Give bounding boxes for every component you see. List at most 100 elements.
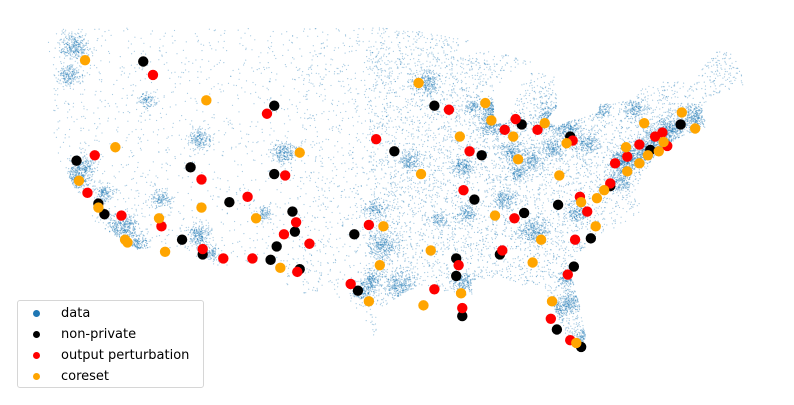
data-point xyxy=(237,94,239,96)
data-point xyxy=(208,28,210,30)
data-point xyxy=(440,266,442,268)
data-point xyxy=(487,112,489,114)
data-point xyxy=(517,207,519,209)
data-point xyxy=(450,128,452,130)
data-point xyxy=(710,94,712,96)
data-point xyxy=(368,58,370,60)
data-point xyxy=(308,79,311,81)
data-point xyxy=(544,287,547,289)
data-point xyxy=(443,174,445,176)
data-point xyxy=(545,176,547,179)
data-point xyxy=(523,280,526,282)
data-point xyxy=(54,75,56,77)
data-point xyxy=(469,125,471,127)
data-point xyxy=(280,191,282,193)
data-point xyxy=(386,116,388,118)
data-point xyxy=(286,260,288,262)
data-point xyxy=(567,227,569,229)
data-point xyxy=(443,124,446,127)
data-point xyxy=(668,135,670,138)
data-point xyxy=(334,288,336,290)
data-point xyxy=(519,268,521,270)
data-point xyxy=(165,149,167,151)
data-point xyxy=(475,102,477,104)
data-point xyxy=(528,114,531,116)
data-point xyxy=(139,137,141,139)
data-point xyxy=(544,166,546,169)
data-point xyxy=(384,172,386,174)
data-point xyxy=(398,41,400,44)
data-point xyxy=(591,204,594,206)
data-point xyxy=(476,141,478,143)
data-point xyxy=(145,53,147,55)
data-point xyxy=(597,165,599,167)
data-point xyxy=(407,185,409,187)
data-point xyxy=(526,267,528,270)
data-point xyxy=(107,199,109,201)
data-point xyxy=(233,229,236,231)
data-point xyxy=(632,118,634,120)
data-point xyxy=(528,120,530,123)
data-point xyxy=(421,99,423,101)
data-point xyxy=(448,37,450,39)
data-point xyxy=(577,246,579,249)
data-point xyxy=(442,241,444,243)
data-point xyxy=(422,191,424,193)
data-point xyxy=(432,188,434,190)
data-point xyxy=(506,179,508,181)
data-point xyxy=(380,78,382,81)
data-point xyxy=(571,204,573,206)
data-point xyxy=(482,240,484,242)
data-point xyxy=(82,147,84,150)
data-point xyxy=(292,78,294,80)
data-point xyxy=(78,28,80,30)
data-point xyxy=(600,129,602,131)
data-point xyxy=(654,109,656,111)
data-point xyxy=(427,93,429,95)
data-point xyxy=(427,89,429,91)
data-point xyxy=(131,152,133,154)
data-point xyxy=(343,86,345,88)
data-point xyxy=(327,273,329,275)
data-point xyxy=(506,269,508,271)
data-point xyxy=(66,68,68,70)
data-point xyxy=(402,106,404,109)
data-point xyxy=(545,86,547,88)
data-point xyxy=(249,247,251,249)
data-point xyxy=(573,330,576,332)
data-point xyxy=(101,132,103,134)
data-point xyxy=(508,171,510,173)
data-point xyxy=(468,197,470,199)
data-point xyxy=(565,248,567,250)
data-point xyxy=(443,99,445,101)
data-point xyxy=(288,143,290,146)
data-point xyxy=(469,118,471,120)
data-point xyxy=(434,260,437,262)
data-point xyxy=(519,274,521,277)
data-point xyxy=(493,63,495,65)
data-point xyxy=(466,273,468,275)
data-point xyxy=(574,230,576,232)
data-point xyxy=(221,209,223,211)
data-point xyxy=(273,54,275,57)
data-point xyxy=(296,111,298,113)
data-point xyxy=(314,159,317,161)
data-point xyxy=(433,186,435,188)
data-point xyxy=(426,129,428,131)
data-point xyxy=(486,63,488,66)
data-point xyxy=(66,85,68,87)
data-point xyxy=(476,85,478,87)
data-point xyxy=(415,212,417,214)
data-point xyxy=(552,79,554,81)
data-point xyxy=(402,247,404,249)
data-point xyxy=(570,256,572,258)
data-point xyxy=(449,69,451,71)
data-point xyxy=(509,237,512,240)
data-point xyxy=(584,165,586,168)
data-point xyxy=(438,111,440,113)
data-point xyxy=(441,75,443,77)
data-point xyxy=(308,269,310,271)
data-point xyxy=(405,275,407,277)
data-point xyxy=(330,58,332,60)
data-point xyxy=(541,87,544,90)
